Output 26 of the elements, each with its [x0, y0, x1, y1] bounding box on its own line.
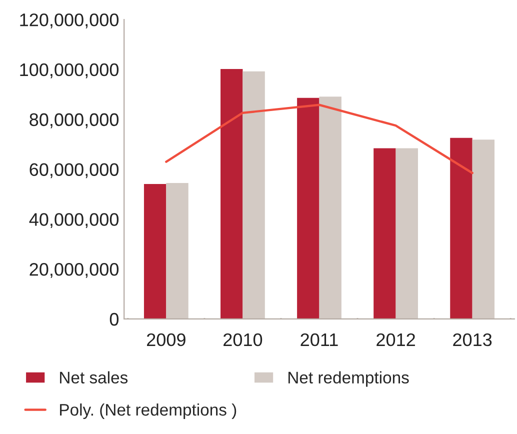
y-tick-label: 100,000,000: [20, 63, 119, 78]
bar: [319, 96, 342, 319]
bar: [472, 140, 495, 319]
x-tick-label: 2012: [376, 333, 415, 346]
y-tick-label: 20,000,000: [30, 263, 119, 278]
x-tick-label: 2009: [147, 333, 186, 346]
bar: [144, 184, 166, 319]
y-tick-label: 0: [110, 312, 119, 326]
bar: [220, 68, 243, 319]
legend-label: Net redemptions: [288, 371, 409, 387]
legend-label: Net sales: [60, 371, 128, 384]
y-tick-label: 120,000,000: [20, 13, 119, 28]
bar: [396, 148, 418, 319]
x-tick-label: 2010: [224, 333, 262, 346]
line-series: [165, 104, 474, 174]
bar: [297, 98, 320, 319]
y-tick-label: 40,000,000: [29, 213, 119, 228]
bar: [242, 71, 265, 319]
y-tick-label: 60,000,000: [30, 163, 119, 178]
legend-label: Poly. (Net redemptions ): [60, 403, 236, 419]
y-tick-label: 80,000,000: [30, 113, 119, 128]
x-tick-label: 2011: [300, 333, 338, 346]
bar: [166, 182, 188, 319]
x-tick-label: 2013: [453, 333, 492, 346]
bar: [450, 138, 472, 319]
bar: [374, 148, 396, 319]
